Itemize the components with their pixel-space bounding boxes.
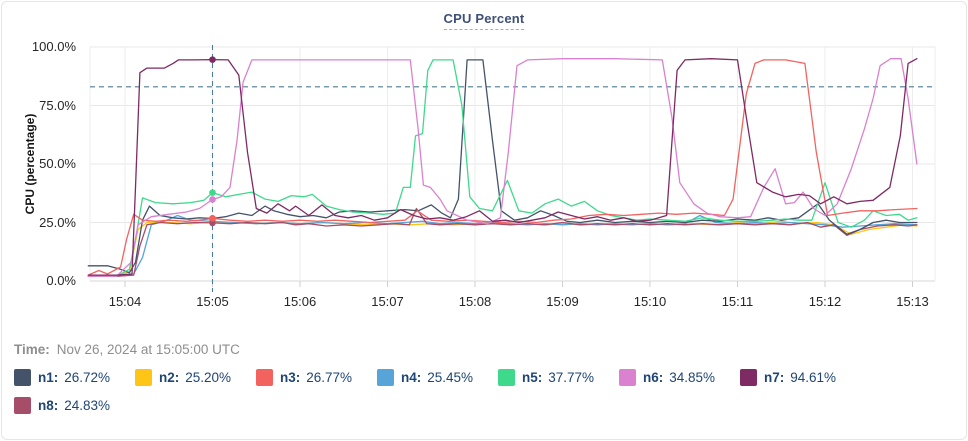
y-tick-label: 75.0% [39, 97, 76, 113]
legend-series-name: n1: [38, 370, 59, 385]
x-tick-label: 15:08 [458, 294, 492, 309]
legend-item-n7[interactable]: n7: 94.61% [740, 369, 861, 386]
legend-series-value: 25.45% [427, 370, 474, 385]
y-tick-label: 0.0% [46, 273, 76, 288]
x-tick-label: 15:12 [808, 294, 842, 309]
y-tick-label: 50.0% [39, 156, 76, 171]
legend: n1: 26.72% n2: 25.20% n3: 26.77% n4: 25.45% n5: 3… [14, 369, 861, 425]
legend-swatch-n5 [498, 369, 515, 386]
legend-item-n1[interactable]: n1: 26.72% [14, 369, 135, 386]
legend-series-name: n6: [643, 370, 664, 385]
legend-series-name: n4: [401, 370, 422, 385]
legend-swatch-n7 [740, 369, 757, 386]
legend-item-n8[interactable]: n8: 24.83% [14, 397, 135, 414]
legend-row: n1: 26.72% n2: 25.20% n3: 26.77% n4: 25.45% n5: 3… [14, 369, 861, 386]
legend-item-n4[interactable]: n4: 25.45% [377, 369, 498, 386]
legend-item-n6[interactable]: n6: 34.85% [619, 369, 740, 386]
legend-series-value: 25.20% [185, 370, 232, 385]
legend-series-value: 26.77% [306, 370, 353, 385]
x-tick-label: 15:05 [196, 294, 229, 309]
legend-swatch-n1 [14, 369, 31, 386]
legend-series-value: 94.61% [790, 370, 837, 385]
legend-series-name: n7: [764, 370, 785, 385]
legend-series-value: 37.77% [548, 370, 595, 385]
legend-series-name: n5: [522, 370, 543, 385]
legend-row: n8: 24.83% [14, 397, 861, 414]
cpu-chart-plot[interactable] [0, 0, 968, 332]
legend-series-value: 24.83% [64, 398, 111, 413]
chart-title-row: CPU Percent [0, 10, 968, 30]
x-tick-label: 15:11 [721, 294, 754, 309]
y-tick-label: 25.0% [39, 214, 76, 230]
x-tick-label: 15:13 [896, 294, 929, 309]
legend-swatch-n3 [256, 369, 273, 386]
legend-series-value: 34.85% [669, 370, 716, 385]
legend-swatch-n6 [619, 369, 636, 386]
legend-swatch-n2 [135, 369, 152, 386]
legend-item-n5[interactable]: n5: 37.77% [498, 369, 619, 386]
legend-series-name: n8: [38, 398, 59, 413]
x-tick-label: 15:09 [546, 294, 579, 309]
legend-series-name: n2: [159, 370, 180, 385]
time-label: Time: [14, 342, 50, 357]
legend-series-name: n3: [280, 370, 301, 385]
legend-series-value: 26.72% [64, 370, 111, 385]
chart-title[interactable]: CPU Percent [443, 11, 525, 30]
legend-swatch-n4 [377, 369, 394, 386]
x-tick-label: 15:10 [633, 294, 667, 309]
time-value: Nov 26, 2024 at 15:05:00 UTC [56, 342, 240, 357]
legend-item-n2[interactable]: n2: 25.20% [135, 369, 256, 386]
y-tick-label: 100.0% [31, 39, 76, 54]
x-tick-label: 15:06 [283, 294, 317, 309]
cursor-time-row: Time: Nov 26, 2024 at 15:05:00 UTC [14, 342, 240, 357]
x-tick-label: 15:07 [371, 294, 404, 309]
legend-item-n3[interactable]: n3: 26.77% [256, 369, 377, 386]
x-tick-label: 15:04 [108, 294, 142, 309]
legend-swatch-n8 [14, 397, 31, 414]
